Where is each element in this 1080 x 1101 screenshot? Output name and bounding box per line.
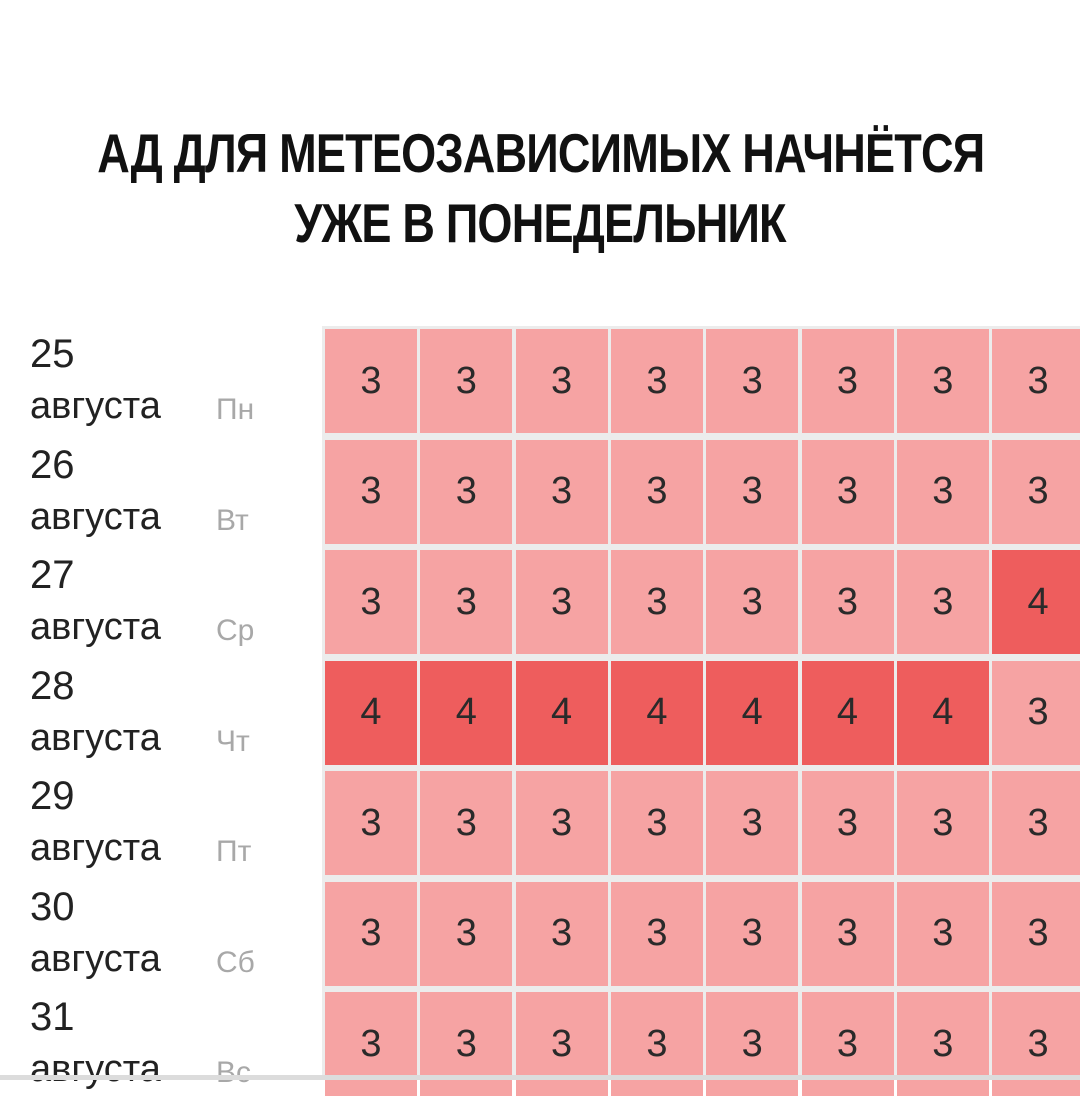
headline-line-1: АД ДЛЯ МЕТЕОЗАВИСИМЫХ НАЧНЁТСЯ (97, 122, 985, 184)
grid-cell: 4 (992, 550, 1080, 654)
day-label: 25 августа Пн (30, 328, 320, 438)
day-label: 30 августа Сб (30, 881, 320, 991)
headline: АД ДЛЯ МЕТЕОЗАВИСИМЫХ НАЧНЁТСЯ УЖЕ В ПОН… (97, 118, 985, 258)
grid-cell: 3 (610, 329, 703, 433)
grid-cell: 3 (706, 439, 799, 544)
weekday-label: Чт (216, 724, 250, 758)
month-name: августа (30, 1048, 161, 1090)
grid-cell: 3 (801, 992, 894, 1096)
grid-cell: 3 (896, 881, 989, 986)
month-name: августа (30, 385, 161, 427)
bottom-divider (0, 1075, 1080, 1080)
grid-cell: 4 (420, 660, 513, 765)
grid-cell: 3 (515, 550, 608, 654)
grid-cell: 3 (801, 439, 894, 544)
day-number: 29 (30, 774, 75, 818)
grid-cell: 3 (992, 881, 1080, 986)
grid-cell: 3 (896, 439, 989, 544)
grid-cell: 3 (325, 329, 417, 433)
grid-cell: 3 (706, 992, 799, 1096)
grid-cell: 4 (610, 660, 703, 765)
grid-cell: 3 (706, 881, 799, 986)
day-label: 27 августа Ср (30, 549, 320, 659)
grid-cell: 3 (610, 439, 703, 544)
grid-cell: 3 (992, 329, 1080, 433)
grid-cell: 3 (420, 439, 513, 544)
weekday-label: Ср (216, 614, 255, 647)
grid-cell: 4 (706, 660, 799, 765)
grid-cell: 3 (420, 881, 513, 986)
headline-line-2: УЖЕ В ПОНЕДЕЛЬНИК (294, 192, 786, 254)
day-number: 25 (30, 332, 75, 376)
grid-cell: 3 (610, 550, 703, 654)
grid-cell: 3 (610, 992, 703, 1096)
grid-cell: 3 (515, 881, 608, 986)
grid-cell: 3 (515, 771, 608, 875)
grid-cell: 3 (896, 329, 989, 433)
month-name: августа (30, 606, 161, 648)
grid-cell: 3 (801, 771, 894, 875)
weekday-label: Пт (216, 835, 252, 868)
grid-cell: 3 (706, 771, 799, 875)
day-label: 28 августа Чт (30, 660, 320, 770)
weekday-label: Сб (216, 945, 255, 979)
weekday-label: Вт (216, 503, 249, 537)
month-name: августа (30, 495, 161, 538)
day-number: 27 (30, 553, 75, 597)
grid-cell: 3 (325, 439, 417, 544)
month-name: августа (30, 937, 161, 980)
grid-cell: 3 (706, 329, 799, 433)
grid-cell: 3 (610, 881, 703, 986)
grid-cell: 4 (896, 660, 989, 765)
grid-cell: 3 (992, 771, 1080, 875)
grid-cell: 3 (706, 550, 799, 654)
grid-cell: 3 (610, 771, 703, 875)
grid-cell: 3 (420, 992, 513, 1096)
grid-cell: 3 (992, 439, 1080, 544)
grid-cell: 3 (325, 771, 417, 875)
grid-cell: 3 (325, 550, 417, 654)
grid-cell: 3 (515, 992, 608, 1096)
grid-cell: 4 (515, 660, 608, 765)
day-number: 26 (30, 442, 75, 487)
day-label: 31 августа Вс (30, 991, 320, 1101)
grid-cell: 4 (325, 660, 417, 765)
month-name: августа (30, 827, 161, 869)
day-label: 26 августа Вт (30, 439, 320, 549)
grid-cell: 3 (896, 550, 989, 654)
grid-cell: 3 (420, 329, 513, 433)
grid-cell: 3 (515, 329, 608, 433)
grid-cell: 3 (325, 881, 417, 986)
grid-cell: 3 (325, 992, 417, 1096)
day-label: 29 августа Пт (30, 770, 320, 880)
grid-cell: 3 (801, 329, 894, 433)
grid-cell: 4 (801, 660, 894, 765)
grid-cell: 3 (801, 550, 894, 654)
grid-cell: 3 (896, 992, 989, 1096)
day-number: 28 (30, 663, 75, 708)
day-number: 30 (30, 884, 75, 929)
month-name: августа (30, 716, 161, 759)
weekday-label: Вс (216, 1056, 252, 1089)
grid-cell: 3 (801, 881, 894, 986)
grid-cell: 3 (515, 439, 608, 544)
grid-cell: 3 (896, 771, 989, 875)
grid-cell: 3 (992, 992, 1080, 1096)
day-number: 31 (30, 995, 75, 1039)
grid-cell: 3 (420, 550, 513, 654)
grid-cell: 3 (992, 660, 1080, 765)
weekday-label: Пн (216, 393, 255, 426)
grid-cell: 3 (420, 771, 513, 875)
